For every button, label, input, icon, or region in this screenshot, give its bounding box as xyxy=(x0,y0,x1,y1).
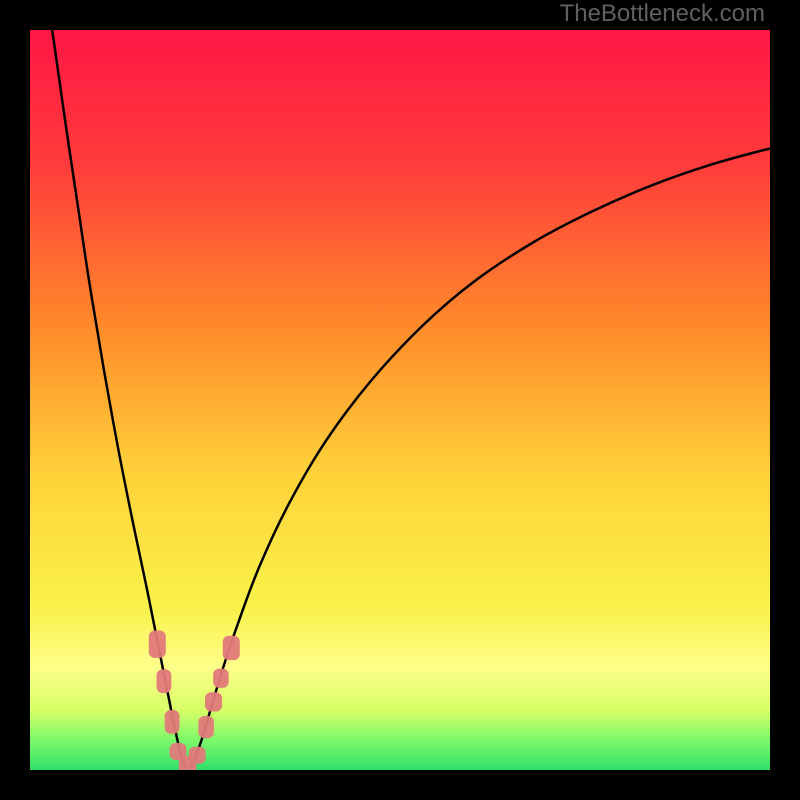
data-marker xyxy=(213,669,229,688)
plot-area xyxy=(30,30,770,770)
curve-left xyxy=(52,30,185,766)
data-marker xyxy=(165,710,180,734)
data-marker xyxy=(205,692,222,711)
chart-stage: TheBottleneck.com xyxy=(0,0,800,800)
plot-svg xyxy=(30,30,770,770)
data-marker xyxy=(149,631,166,658)
curve-right xyxy=(191,148,770,766)
data-marker xyxy=(189,747,206,764)
attribution-label: TheBottleneck.com xyxy=(560,0,765,28)
data-marker xyxy=(198,716,214,738)
data-marker xyxy=(223,636,240,660)
data-marker xyxy=(157,669,172,693)
